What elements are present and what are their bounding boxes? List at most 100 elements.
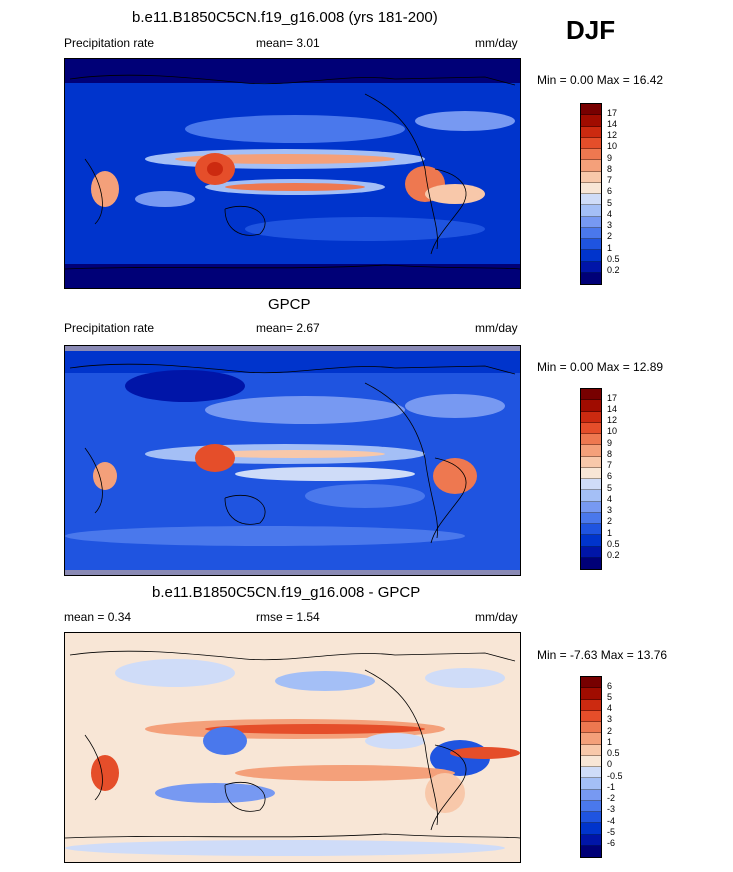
panel1-minmax: Min = 0.00 Max = 16.42 [537, 73, 664, 87]
panel2-colorbar-swatch [581, 400, 601, 412]
panel2-cbar-label: 17 [607, 393, 618, 403]
panel3-colorbar-swatch [581, 800, 601, 812]
panel3-cbar-label: -5 [607, 827, 616, 837]
panel1-cbar-label: 5 [607, 198, 613, 208]
panel2-colorbar-swatch [581, 524, 601, 536]
panel3-colorbar-swatch [581, 722, 601, 734]
panel2-cbar-label: 2 [607, 516, 613, 526]
panel3-cbar-label: 4 [607, 703, 613, 713]
panel2-colorbar-swatch [581, 456, 601, 468]
panel2-colorbar-swatch [581, 501, 601, 513]
panel1-colorbar-swatch [581, 149, 601, 161]
panel1-colorbar-swatch [581, 115, 601, 127]
panel3-colorbar-swatch [581, 823, 601, 835]
panel2-cbar-label: 8 [607, 449, 613, 459]
panel2-cbar-label: 14 [607, 404, 618, 414]
panel3-colorbar-swatch [581, 834, 601, 846]
panel2-map [64, 345, 521, 576]
panel1-map [64, 58, 521, 289]
panel2-colorbar-swatch [581, 546, 601, 558]
panel3-title: b.e11.B1850C5CN.f19_g16.008 - GPCP [152, 584, 421, 601]
panel3-cbar-label: 0 [607, 759, 613, 769]
panel3-cbar-label: 5 [607, 692, 613, 702]
panel3-colorbar-swatch [581, 767, 601, 779]
panel1-cbar-label: 7 [607, 175, 613, 185]
panel1-colorbar-swatch [581, 216, 601, 228]
panel2-colorbar [580, 388, 602, 570]
panel1-cbar-label: 9 [607, 153, 613, 163]
panel2-title: GPCP [268, 296, 311, 313]
panel2-cbar-label: 0.2 [607, 550, 620, 560]
panel1-mean-label: mean= 3.01 [256, 36, 320, 50]
panel3-cbar-label: -3 [607, 804, 616, 814]
panel2-colorbar-swatch [581, 490, 601, 502]
panel3-colorbar-swatch [581, 845, 601, 857]
panel2-cbar-label: 3 [607, 505, 613, 515]
panel1-cbar-label: 14 [607, 119, 618, 129]
panel2-cbar-label: 4 [607, 494, 613, 504]
panel1-colorbar-swatch [581, 137, 601, 149]
panel1-colorbar-swatch [581, 171, 601, 183]
panel1-colorbar-swatch [581, 182, 601, 194]
panel2-cbar-label: 1 [607, 528, 613, 538]
panel2-cbar-label: 6 [607, 471, 613, 481]
panel1-colorbar-swatch [581, 126, 601, 138]
panel1-cbar-label: 1 [607, 243, 613, 253]
panel1-cbar-label: 12 [607, 130, 618, 140]
panel3-cbar-label: 6 [607, 681, 613, 691]
panel1-colorbar-swatch [581, 261, 601, 273]
panel3-mean-label: mean = 0.34 [64, 610, 132, 624]
panel3-cbar-label: -4 [607, 816, 616, 826]
panel1-colorbar-swatch [581, 104, 601, 116]
panel3-minmax: Min = -7.63 Max = 13.76 [537, 648, 668, 662]
season-label: DJF [566, 15, 616, 45]
panel2-colorbar-swatch [581, 512, 601, 524]
panel1-cbar-label: 0.2 [607, 265, 620, 275]
panel2-colorbar-swatch [581, 479, 601, 491]
panel3-map-svg [65, 633, 520, 862]
panel3-cbar-label: 1 [607, 737, 613, 747]
panel3-colorbar-swatch [581, 733, 601, 745]
panel1-cbar-label: 2 [607, 231, 613, 241]
panel1-colorbar-swatch [581, 272, 601, 284]
panel1-colorbar-swatch [581, 160, 601, 172]
panel1-colorbar-swatch [581, 227, 601, 239]
panel3-map [64, 632, 521, 863]
panel3-rmse-label: rmse = 1.54 [256, 610, 320, 624]
panel1-map-svg [65, 59, 520, 288]
panel3-colorbar-swatch [581, 789, 601, 801]
panel1-cbar-label: 17 [607, 108, 618, 118]
panel2-colorbar-swatch [581, 422, 601, 434]
panel3-cbar-label: 3 [607, 714, 613, 724]
panel2-map-svg [65, 346, 520, 575]
panel3-colorbar-swatch [581, 778, 601, 790]
panel2-colorbar-swatch [581, 411, 601, 423]
panel3-cbar-label: -1 [607, 782, 616, 792]
panel2-mean-label: mean= 2.67 [256, 321, 320, 335]
panel2-colorbar-swatch [581, 535, 601, 547]
panel2-colorbar-swatch [581, 434, 601, 446]
panel3-cbar-label: -6 [607, 838, 616, 848]
panel1-title: b.e11.B1850C5CN.f19_g16.008 (yrs 181-200… [132, 9, 438, 26]
panel3-colorbar-swatch [581, 755, 601, 767]
panel1-units: mm/day [475, 36, 518, 50]
panel2-left-label: Precipitation rate [64, 321, 155, 335]
panel3-colorbar-swatch [581, 677, 601, 689]
panel3-colorbar-swatch [581, 710, 601, 722]
panel3-colorbar-swatch [581, 812, 601, 824]
panel2-minmax: Min = 0.00 Max = 12.89 [537, 360, 664, 374]
panel1-cbar-label: 8 [607, 164, 613, 174]
panel2-cbar-label: 9 [607, 438, 613, 448]
panel1-colorbar-swatch [581, 250, 601, 262]
panel3-colorbar-swatch [581, 688, 601, 700]
panel3-cbar-label: -2 [607, 793, 616, 803]
panel1-cbar-label: 10 [607, 141, 618, 151]
panel2-cbar-label: 7 [607, 460, 613, 470]
panel2-colorbar-swatch [581, 389, 601, 401]
panel1-colorbar-swatch [581, 194, 601, 206]
panel2-units: mm/day [475, 321, 518, 335]
panel1-cbar-label: 3 [607, 220, 613, 230]
panel2-colorbar-swatch [581, 557, 601, 569]
panel3-colorbar-swatch [581, 744, 601, 756]
panel1-cbar-label: 6 [607, 186, 613, 196]
